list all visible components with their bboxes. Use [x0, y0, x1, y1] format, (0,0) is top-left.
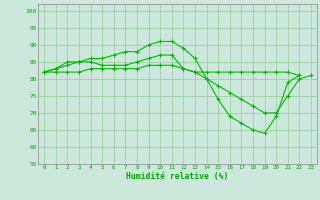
X-axis label: Humidité relative (%): Humidité relative (%): [126, 172, 229, 181]
